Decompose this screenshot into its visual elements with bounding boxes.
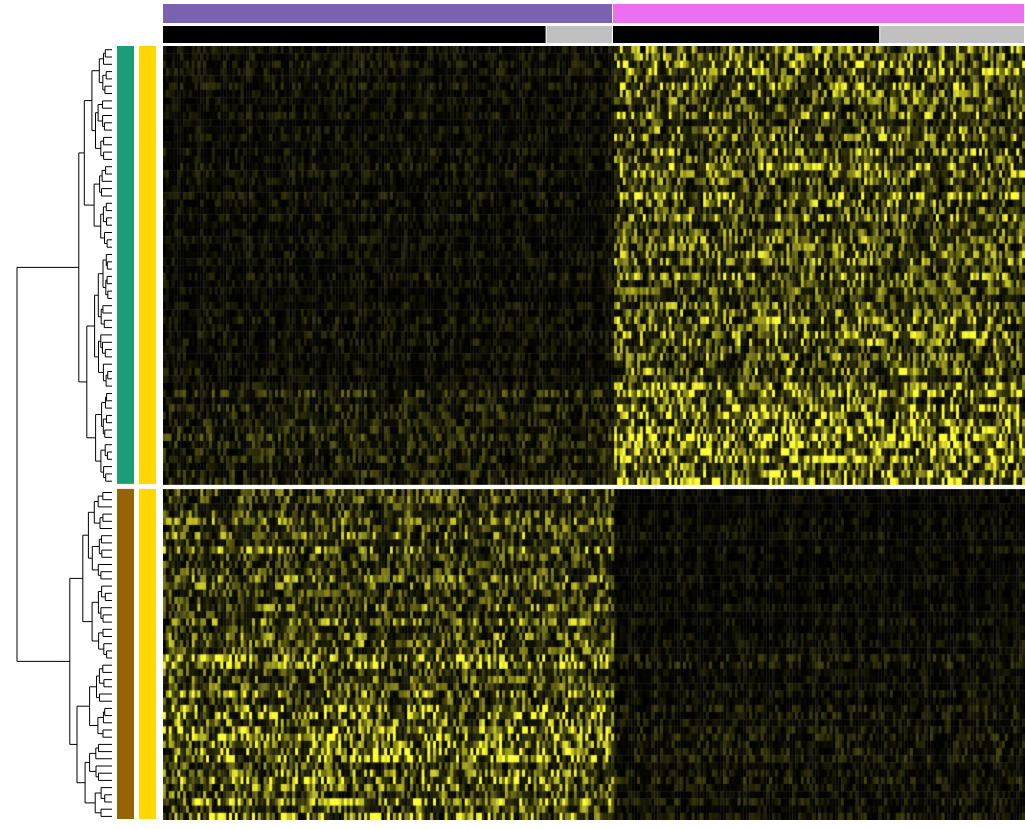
heatmap-cells: [163, 46, 1025, 820]
row-secondary-bar: [139, 488, 156, 819]
column-subgroup-bar: [613, 26, 880, 43]
row-cluster-bar: [117, 488, 134, 819]
row-dendrogram: [16, 49, 112, 817]
column-annotation-group: [163, 4, 1024, 23]
heatmap-body: [163, 46, 1025, 820]
row-secondary-bar: [139, 46, 156, 484]
column-subgroup-bar: [546, 26, 612, 43]
column-subgroup-bar: [880, 26, 1024, 43]
column-annotation-subgroup: [163, 26, 1024, 43]
column-group-bar: [613, 4, 1024, 23]
column-group-bar: [163, 4, 612, 23]
row-annotation-secondary: [139, 46, 156, 819]
column-subgroup-bar: [163, 26, 546, 43]
row-annotation-cluster: [117, 46, 134, 819]
row-split-separator: [163, 484, 1025, 489]
row-cluster-bar: [117, 46, 134, 484]
